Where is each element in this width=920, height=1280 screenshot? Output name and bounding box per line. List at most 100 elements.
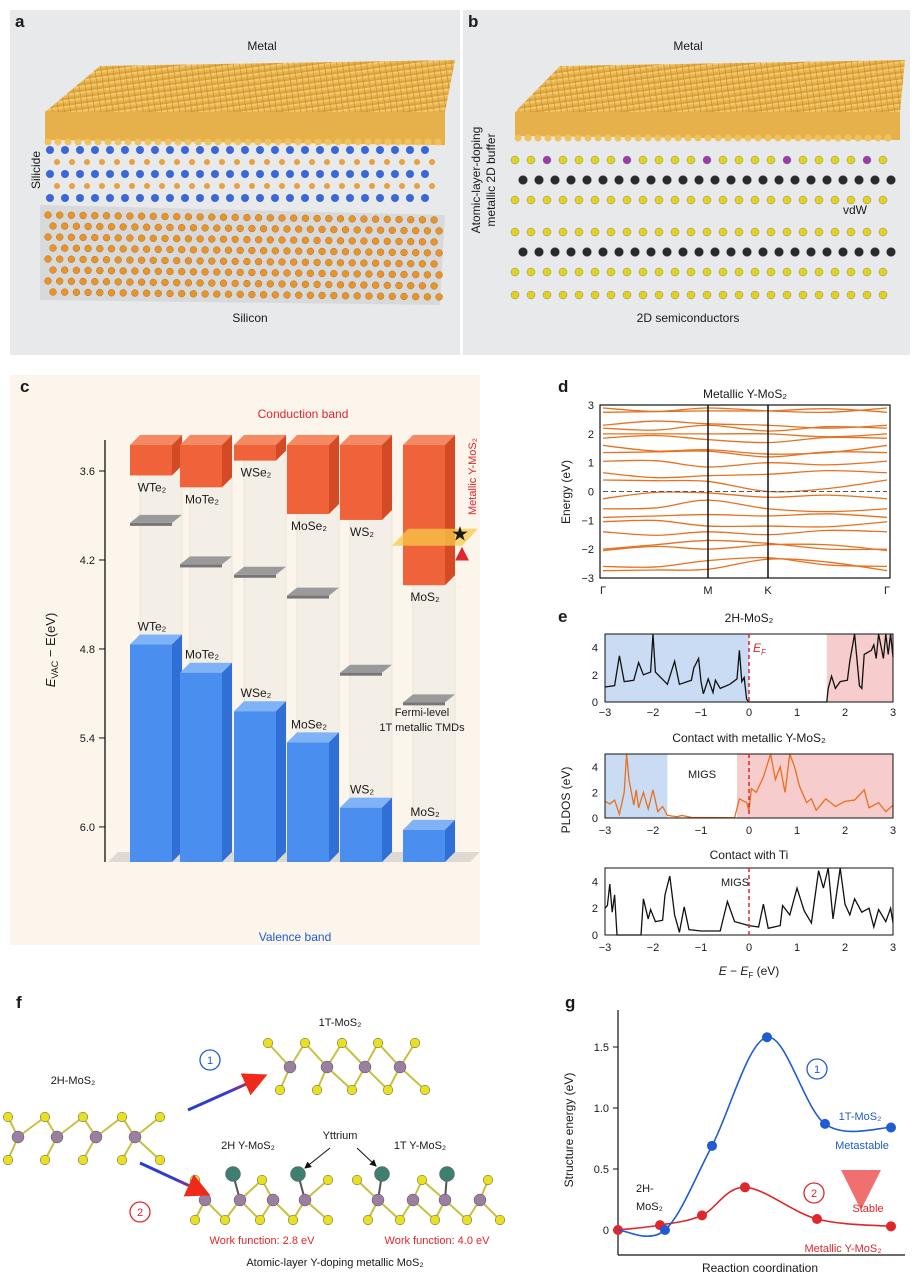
- chalcogen-atom: [526, 267, 536, 277]
- silicon-atom: [243, 257, 251, 266]
- silicon-atom: [254, 236, 263, 244]
- silicon-atom: [126, 212, 134, 220]
- molybdenum-atom: [266, 1193, 280, 1207]
- silicon-atom: [259, 269, 268, 277]
- metal-rod-end: [684, 134, 692, 142]
- metal-rod-end: [284, 138, 292, 146]
- conduction-band-bar-side: [172, 435, 182, 476]
- chalcogen-atom: [654, 227, 664, 237]
- silicide-atom: [406, 146, 414, 154]
- silicide-atom: [219, 183, 225, 189]
- metal-rod-end: [724, 134, 732, 142]
- chalcogen-atom: [846, 195, 856, 205]
- silicide-atom: [69, 183, 75, 189]
- buffer-label-line2: metallic 2D buffer: [484, 133, 498, 226]
- silicide-atom: [76, 170, 84, 178]
- metal-rod-end: [854, 134, 862, 142]
- silicon-atom: [341, 248, 350, 256]
- sulfur-atom: [409, 1037, 421, 1049]
- silicon-atom: [407, 216, 415, 224]
- valence-band-label: WSe₂: [241, 686, 272, 700]
- chalcogen-atom: [590, 267, 600, 277]
- chalcogen-atom: [878, 290, 888, 300]
- chalcogen-atom: [510, 267, 520, 277]
- chalcogen-atom: [542, 267, 552, 277]
- silicon-atom: [142, 289, 151, 297]
- path1-data-point: [762, 1032, 772, 1043]
- silicon-atom: [131, 267, 139, 275]
- metal-rod-end: [244, 138, 252, 146]
- y-tick-label: 5.4: [80, 733, 95, 745]
- metal-atom: [886, 247, 896, 257]
- metal-rod-end: [834, 134, 842, 142]
- metal-rod-end: [764, 134, 772, 142]
- silicide-atom: [121, 170, 129, 178]
- metastable-label: Metastable: [835, 1140, 889, 1152]
- band-line: [602, 408, 888, 413]
- x-label-e2: E: [740, 964, 749, 978]
- chalcogen-atom: [574, 155, 584, 165]
- silicide-atom: [271, 194, 279, 202]
- silicon-atom: [360, 259, 368, 267]
- silicon-atom: [107, 267, 116, 275]
- chalcogen-atom: [686, 290, 696, 300]
- silicide-atom: [211, 194, 219, 202]
- silicon-atom: [208, 279, 216, 287]
- structure-energy-axis-label: Structure energy (eV): [562, 1073, 576, 1188]
- valence-band-bar-front: [403, 829, 445, 862]
- silicon-atom: [119, 245, 127, 253]
- silicon-atom: [56, 233, 64, 241]
- silicon-atom: [330, 247, 338, 256]
- silicon-atom: [290, 214, 298, 222]
- silicide-atom: [144, 159, 150, 165]
- silicon-atom: [142, 223, 151, 231]
- silicon-atom: [142, 267, 151, 275]
- silicon-atom: [161, 278, 169, 287]
- band-line: [602, 434, 888, 444]
- silicon-atom: [278, 258, 286, 266]
- chalcogen-atom: [574, 195, 584, 205]
- conduction-band-bar-front: [403, 445, 445, 586]
- metal-rod-end: [344, 138, 352, 146]
- silicide-atom: [181, 194, 189, 202]
- silicon-atom: [306, 291, 315, 299]
- silicide-atom: [121, 194, 129, 202]
- silicide-atom: [151, 146, 159, 154]
- silicon-atom: [407, 238, 415, 246]
- metal-atom: [694, 247, 704, 257]
- metal-atom: [518, 247, 528, 257]
- metal-rod-end: [844, 134, 852, 142]
- metal-rod-end: [734, 134, 742, 142]
- metal-rod-end: [784, 134, 792, 142]
- silicon-atom: [325, 280, 333, 289]
- silicon-atom: [72, 288, 81, 296]
- chalcogen-atom: [702, 155, 712, 165]
- metal-atom: [886, 175, 896, 185]
- silicon-atom: [278, 280, 286, 288]
- metal-rod-end: [824, 134, 832, 142]
- valence-band-bar-front: [340, 807, 382, 862]
- metal-atom: [822, 175, 832, 185]
- fermi-level-plate: [403, 694, 455, 703]
- metal-atom: [710, 175, 720, 185]
- metal-label: Metal: [247, 39, 276, 53]
- silicon-atom: [213, 246, 221, 254]
- silicide-atom: [331, 194, 339, 202]
- molybdenum-atom: [89, 1130, 103, 1144]
- energy-difference-axis-label: E − EF (eV): [719, 964, 780, 980]
- silicon-atom: [301, 280, 310, 288]
- silicon-atom: [330, 291, 338, 300]
- silicon-atom: [271, 225, 279, 233]
- silicon-atom: [412, 227, 420, 235]
- x-tick-label: −3: [599, 825, 612, 837]
- silicon-atom: [72, 266, 81, 274]
- silicon-atom: [96, 288, 104, 297]
- fermi-label-e: E: [753, 641, 762, 655]
- silicon-atom: [383, 281, 391, 290]
- valence-band-bar-front: [287, 742, 329, 862]
- silicon-atom: [189, 290, 198, 298]
- silicide-atom: [189, 183, 195, 189]
- metal-atom: [774, 247, 784, 257]
- chalcogen-atom: [526, 290, 536, 300]
